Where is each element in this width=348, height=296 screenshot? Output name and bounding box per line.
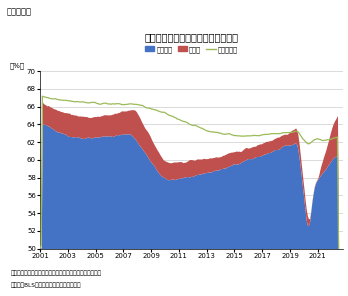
Text: （注）就業者数および求人数の生産年齢人口に対する比率: （注）就業者数および求人数の生産年齢人口に対する比率 bbox=[10, 271, 101, 276]
Legend: 就業者数, 求人数, 労働参加率: 就業者数, 求人数, 労働参加率 bbox=[142, 43, 240, 55]
Text: （%）: （%） bbox=[10, 63, 25, 69]
Text: （図表８）: （図表８） bbox=[7, 7, 32, 16]
Title: 就業者数、求人数および労働参加率: 就業者数、求人数および労働参加率 bbox=[144, 33, 238, 43]
Text: （資料）BLSよりニッセイ基礎研究所作成: （資料）BLSよりニッセイ基礎研究所作成 bbox=[10, 283, 81, 288]
